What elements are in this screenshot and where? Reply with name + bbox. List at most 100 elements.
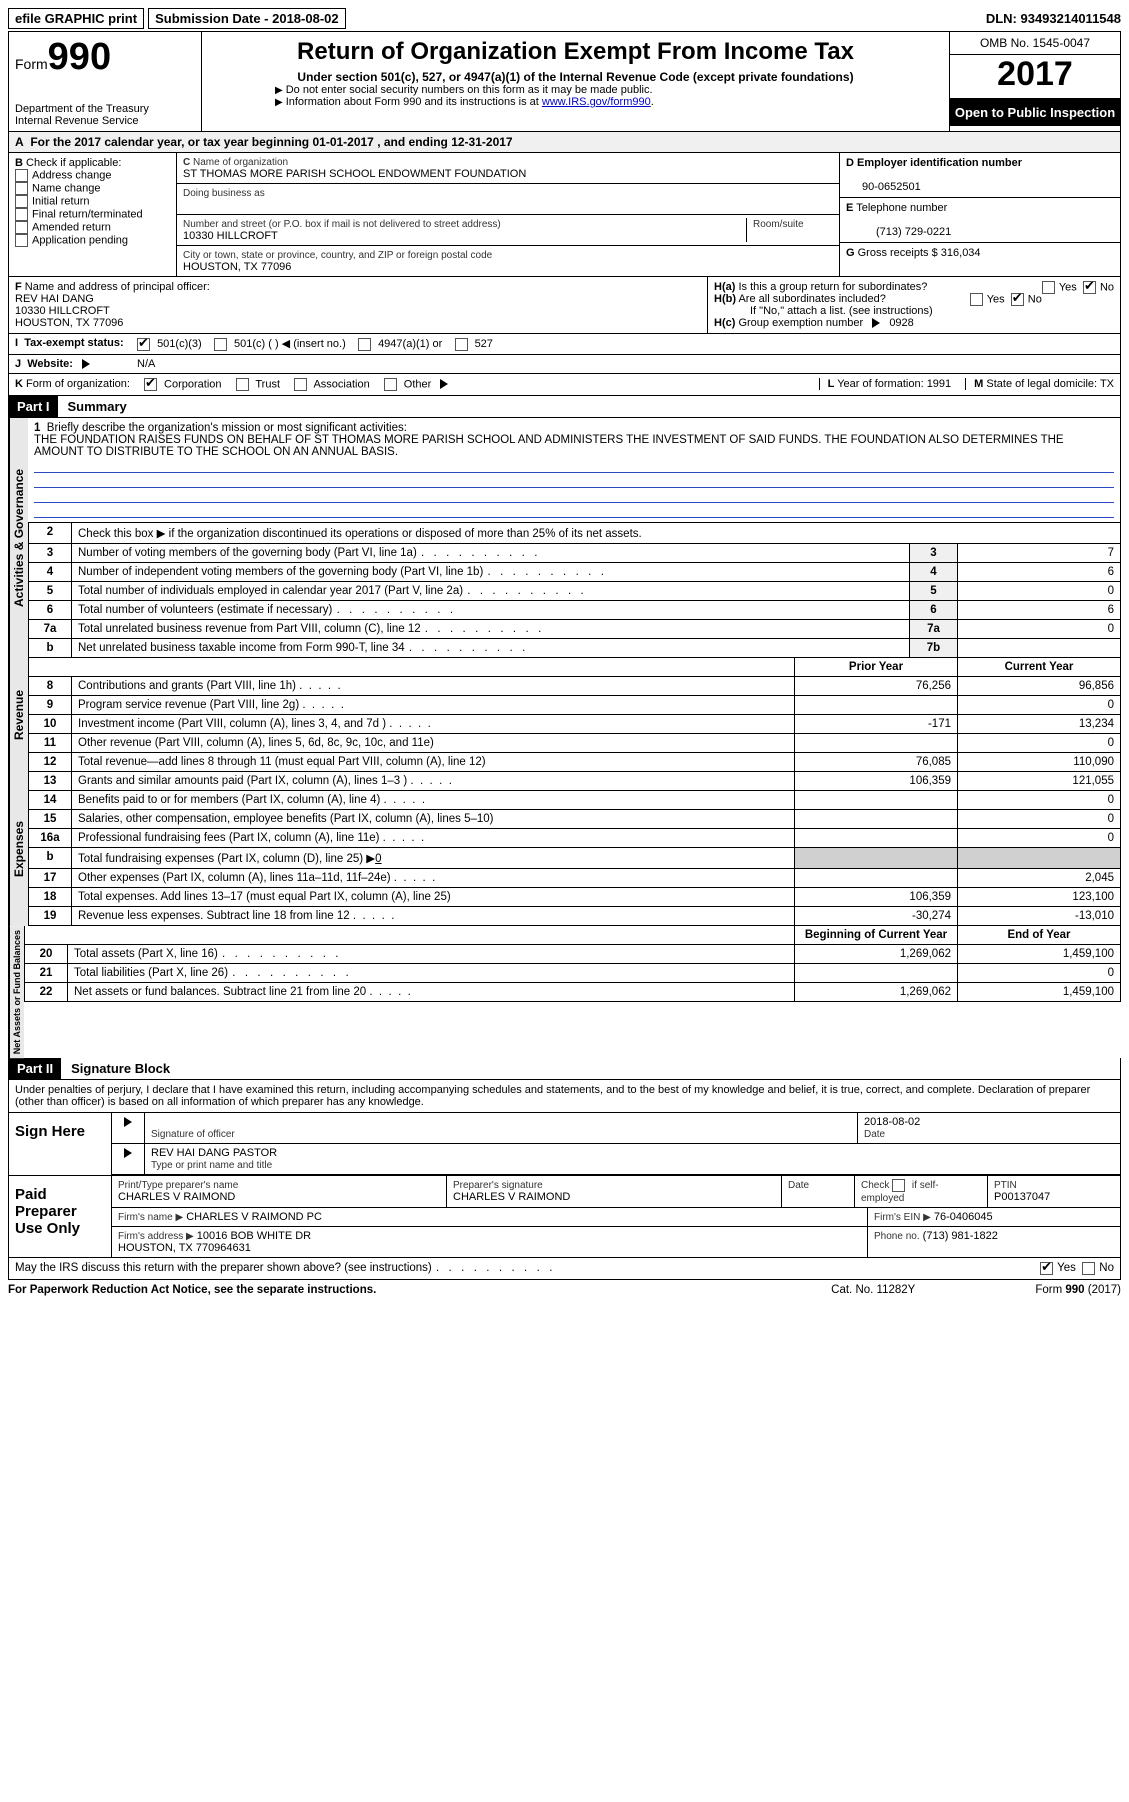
- exp-14-prior: [795, 790, 958, 809]
- na-22-beg: 1,269,062: [795, 982, 958, 1001]
- arrow-icon: [124, 1148, 132, 1158]
- exp-16a-prior: [795, 828, 958, 847]
- arrow-icon: [82, 359, 90, 369]
- exp-19-prior: -30,274: [795, 906, 958, 925]
- vtab-expenses: Expenses: [9, 772, 28, 926]
- cb-amended-return[interactable]: [15, 221, 28, 234]
- cb-hb-no[interactable]: [1011, 293, 1024, 306]
- arrow-icon: [872, 318, 880, 328]
- exp-15-curr: 0: [958, 809, 1121, 828]
- cb-501c3[interactable]: [137, 338, 150, 351]
- state-domicile: TX: [1100, 378, 1114, 390]
- preparer-name: CHARLES V RAIMOND: [118, 1191, 235, 1203]
- identity-grid: B Check if applicable: Address change Na…: [8, 153, 1121, 277]
- city-state-zip: HOUSTON, TX 77096: [183, 261, 291, 273]
- section-a-tax-year: A For the 2017 calendar year, or tax yea…: [8, 132, 1121, 153]
- part2-header: Part II Signature Block: [8, 1058, 1121, 1080]
- rev-8-curr: 96,856: [958, 676, 1121, 695]
- gross-receipts: 316,034: [941, 247, 981, 259]
- arrow-icon: [124, 1117, 132, 1127]
- val-3: 7: [958, 543, 1121, 562]
- form-instructions: Do not enter social security numbers on …: [272, 84, 939, 108]
- tax-exempt-row: I Tax-exempt status: 501(c)(3) 501(c) ( …: [8, 334, 1121, 355]
- form-title: Return of Organization Exempt From Incom…: [212, 38, 939, 66]
- val-7a: 0: [958, 619, 1121, 638]
- officer-printed: REV HAI DANG PASTOR: [151, 1147, 277, 1159]
- pra-notice: For Paperwork Reduction Act Notice, see …: [8, 1284, 376, 1296]
- vtab-governance: Activities & Governance: [9, 418, 28, 658]
- hdr-prior: Prior Year: [795, 658, 958, 677]
- exp-13-curr: 121,055: [958, 772, 1121, 791]
- val-6: 6: [958, 600, 1121, 619]
- irs-link[interactable]: www.IRS.gov/form990: [542, 96, 651, 108]
- hdr-end: End of Year: [958, 926, 1121, 945]
- cb-name-change[interactable]: [15, 182, 28, 195]
- cb-discuss-yes[interactable]: [1040, 1262, 1053, 1275]
- h-note: If "No," attach a list. (see instruction…: [750, 305, 1114, 317]
- net-assets-table: Beginning of Current YearEnd of Year 20T…: [24, 926, 1121, 1002]
- website: N/A: [131, 355, 1120, 373]
- line2-text: Check this box ▶ if the organization dis…: [78, 528, 642, 540]
- cb-527[interactable]: [455, 338, 468, 351]
- cb-application-pending[interactable]: [15, 234, 28, 247]
- cb-final-return[interactable]: [15, 208, 28, 221]
- val-4: 6: [958, 562, 1121, 581]
- org-name: ST THOMAS MORE PARISH SCHOOL ENDOWMENT F…: [183, 168, 526, 180]
- cb-4947[interactable]: [358, 338, 371, 351]
- cb-trust[interactable]: [236, 378, 249, 391]
- form-subtitle: Under section 501(c), 527, or 4947(a)(1)…: [212, 70, 939, 84]
- ein: 90-0652501: [862, 181, 921, 193]
- telephone: (713) 729-0221: [876, 226, 951, 238]
- rev-11-curr: 0: [958, 733, 1121, 752]
- year-formation: 1991: [927, 378, 951, 390]
- revenue-table: Prior YearCurrent Year 8Contributions an…: [28, 658, 1121, 772]
- k-row: K Form of organization: Corporation Trus…: [8, 374, 1121, 396]
- rev-10-prior: -171: [795, 714, 958, 733]
- cb-other[interactable]: [384, 378, 397, 391]
- hdr-current: Current Year: [958, 658, 1121, 677]
- cb-ha-no[interactable]: [1083, 281, 1096, 294]
- submission-date-box: Submission Date - 2018-08-02: [148, 8, 346, 29]
- submission-date: 2018-08-02: [272, 11, 339, 26]
- signature-section: Under penalties of perjury, I declare th…: [8, 1080, 1121, 1280]
- officer-addr2: HOUSTON, TX 77096: [15, 317, 123, 329]
- cb-initial-return[interactable]: [15, 195, 28, 208]
- rev-9-prior: [795, 695, 958, 714]
- cb-discuss-no[interactable]: [1082, 1262, 1095, 1275]
- rev-12-prior: 76,085: [795, 752, 958, 771]
- na-21-end: 0: [958, 963, 1121, 982]
- officer-addr1: 10330 HILLCROFT: [15, 305, 110, 317]
- na-20-end: 1,459,100: [958, 944, 1121, 963]
- rev-8-prior: 76,256: [795, 676, 958, 695]
- exp-13-prior: 106,359: [795, 772, 958, 791]
- cb-address-change[interactable]: [15, 169, 28, 182]
- street-address: 10330 HILLCROFT: [183, 230, 278, 242]
- penalties-statement: Under penalties of perjury, I declare th…: [9, 1080, 1120, 1113]
- vtab-revenue: Revenue: [9, 658, 28, 772]
- cb-501c[interactable]: [214, 338, 227, 351]
- cat-no: Cat. No. 11282Y: [831, 1284, 915, 1296]
- omb-number: OMB No. 1545-0047: [950, 32, 1120, 55]
- part1-revenue: Revenue Prior YearCurrent Year 8Contribu…: [8, 658, 1121, 772]
- rev-12-curr: 110,090: [958, 752, 1121, 771]
- cb-ha-yes[interactable]: [1042, 281, 1055, 294]
- efile-button[interactable]: efile GRAPHIC print: [8, 8, 144, 29]
- cb-association[interactable]: [294, 378, 307, 391]
- sign-here-label: Sign Here: [9, 1113, 112, 1175]
- firm-phone: (713) 981-1822: [923, 1230, 998, 1242]
- exp-18-curr: 123,100: [958, 887, 1121, 906]
- mission-text: THE FOUNDATION RAISES FUNDS ON BEHALF OF…: [34, 434, 1064, 458]
- cb-self-employed[interactable]: [892, 1179, 905, 1192]
- firm-ein: 76-0406045: [934, 1211, 993, 1223]
- rev-10-curr: 13,234: [958, 714, 1121, 733]
- expenses-table: 13Grants and similar amounts paid (Part …: [28, 772, 1121, 926]
- cb-hb-yes[interactable]: [970, 293, 983, 306]
- part1-header: Part I Summary: [8, 396, 1121, 418]
- exp-19-curr: -13,010: [958, 906, 1121, 925]
- na-21-beg: [795, 963, 958, 982]
- preparer-signature: CHARLES V RAIMOND: [453, 1191, 570, 1203]
- cb-corporation[interactable]: [144, 378, 157, 391]
- exp-16a-curr: 0: [958, 828, 1121, 847]
- rev-9-curr: 0: [958, 695, 1121, 714]
- dept-treasury: Department of the Treasury Internal Reve…: [15, 103, 195, 127]
